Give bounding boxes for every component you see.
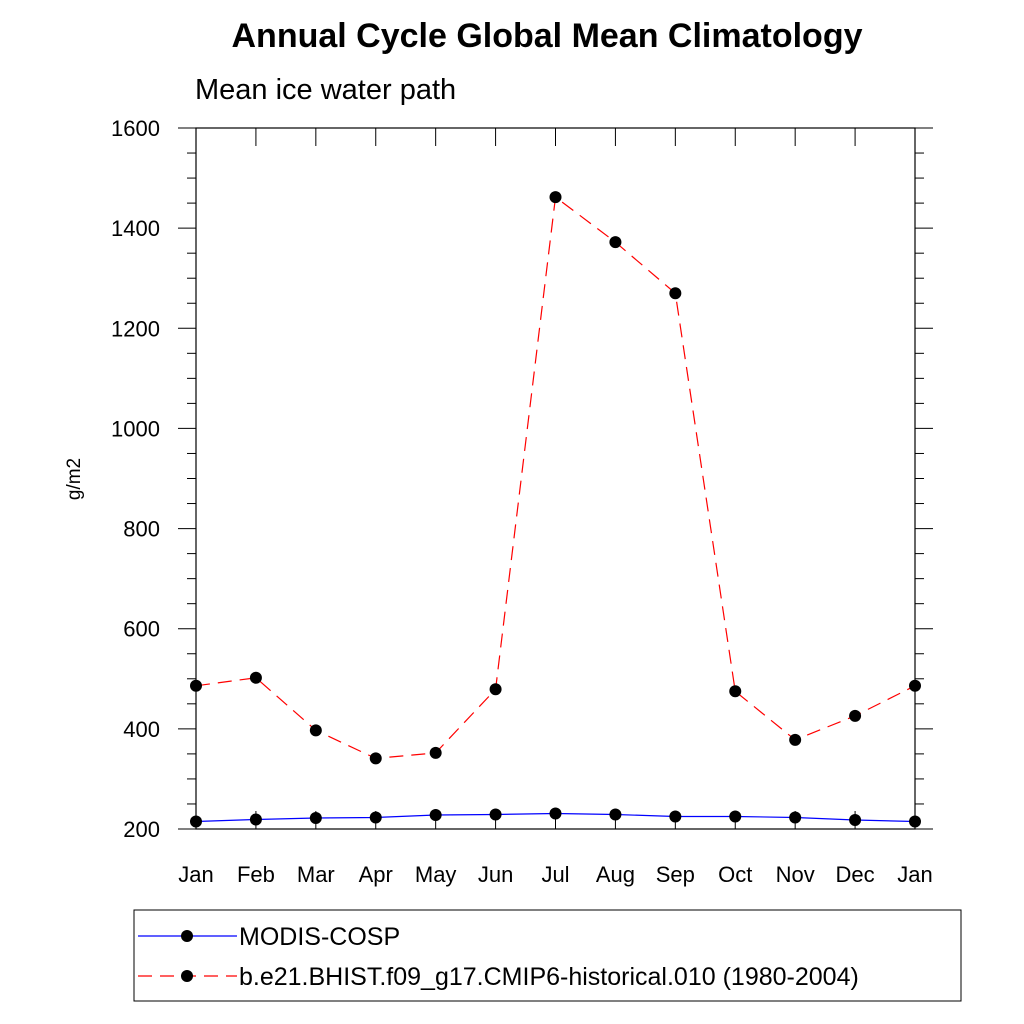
y-tick-label: 200 [123,817,160,842]
x-tick-label: Dec [836,862,875,887]
data-point-series-2 [369,752,382,765]
y-tick-label: 1400 [111,216,160,241]
chart-title: Annual Cycle Global Mean Climatology [232,17,863,55]
data-point-series-1 [429,808,442,821]
y-tick-labels: 200 400 600 800 1000 1200 1400 1600 [111,116,160,842]
axis-ticks [178,127,933,830]
data-point-series-2 [789,733,802,746]
x-tick-label: Jan [178,862,213,887]
x-tick-label: Nov [776,862,815,887]
data-point-series-1 [609,808,622,821]
data-point-series-1 [489,808,502,821]
data-point-series-2 [549,191,562,204]
data-point-series-2 [729,685,742,698]
legend-box [133,909,962,1002]
data-point-series-2 [309,724,322,737]
x-tick-labels: Jan Feb Mar Apr May Jun Jul Aug Sep Oct Nov Dec Jan [178,862,932,887]
plot-frame [195,127,916,830]
x-tick-label: Oct [718,862,752,887]
y-tick-label: 800 [123,517,160,542]
y-tick-label: 1200 [111,316,160,341]
x-tick-label: Jun [478,862,513,887]
legend-label-2: b.e21.BHIST.f09_g17.CMIP6-historical.010… [239,963,859,991]
data-point-series-1 [309,811,322,824]
data-point-series-2 [249,671,262,684]
data-point-series-2 [669,287,682,300]
data-point-series-1 [669,810,682,823]
data-point-series-1 [549,807,562,820]
chart-subtitle: Mean ice water path [195,74,456,106]
data-point-series-1 [849,813,862,826]
x-tick-label: Feb [237,862,275,887]
data-point-series-1 [369,811,382,824]
x-tick-label: Mar [297,862,335,887]
data-point-series-1 [729,810,742,823]
y-tick-label: 1000 [111,416,160,441]
series-group [190,191,921,828]
y-tick-label: 600 [123,617,160,642]
legend-marker-1 [181,930,193,942]
x-tick-label: Jul [541,862,569,887]
y-tick-label: 400 [123,717,160,742]
x-tick-label: Sep [656,862,695,887]
data-point-series-2 [609,236,622,249]
data-point-series-1 [789,811,802,824]
data-point-series-2 [489,683,502,696]
legend-marker-2 [181,970,193,982]
series-line-2 [195,195,916,760]
y-tick-label: 1600 [111,116,160,141]
x-tick-label: May [415,862,457,887]
x-tick-label: Jan [897,862,932,887]
x-tick-label: Apr [359,862,393,887]
data-point-series-2 [429,746,442,759]
data-point-series-2 [849,709,862,722]
legend: MODIS-COSP b.e21.BHIST.f09_g17.CMIP6-hist… [133,909,962,1002]
data-point-series-1 [249,813,262,826]
legend-label-1: MODIS-COSP [239,923,400,951]
x-tick-label: Aug [596,862,635,887]
y-axis-label: g/m2 [64,458,85,500]
